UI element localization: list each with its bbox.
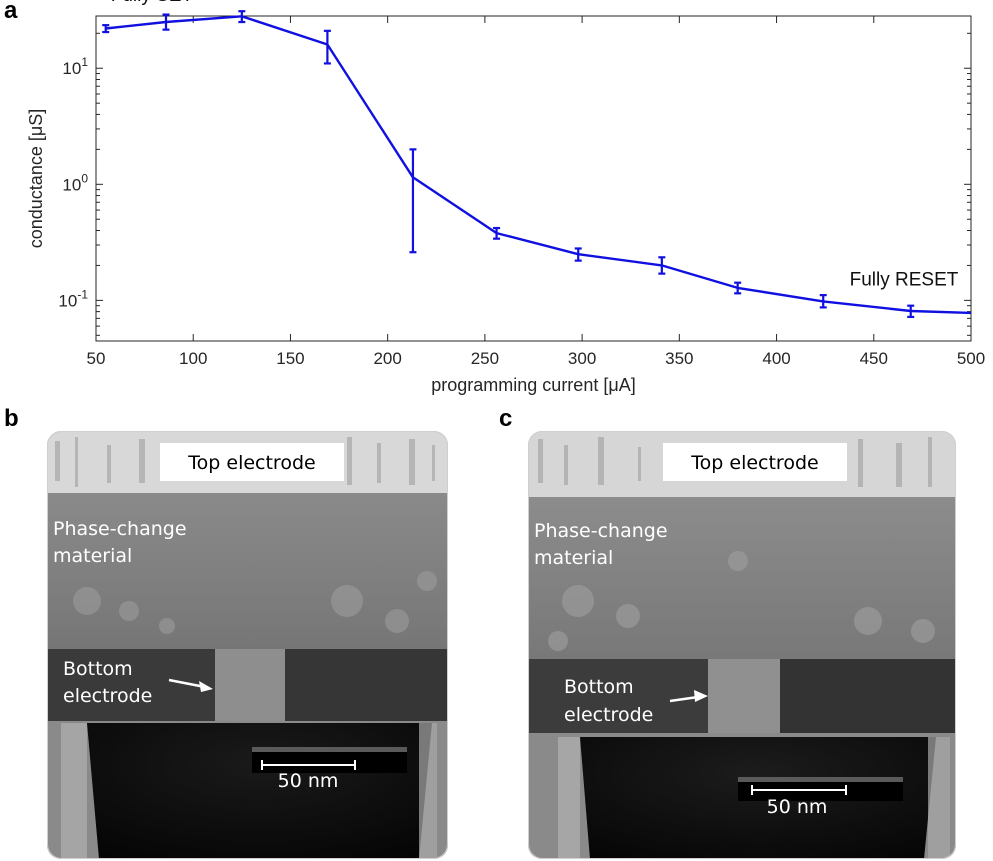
- x-tick-label: 350: [665, 349, 693, 368]
- dark-cavity: [87, 723, 432, 859]
- y-tick-label: 10-1: [58, 287, 88, 310]
- pcm-label-line2: material: [534, 547, 613, 569]
- pcm-label-line2: material: [53, 545, 132, 567]
- y-tick-label: 100: [62, 171, 88, 194]
- bottom-electrode-label-line2: electrode: [564, 704, 653, 726]
- y-tick-label: 101: [62, 55, 88, 78]
- tem-image-c: Top electrode Phase-change material Bott…: [528, 431, 956, 859]
- pcm-texture: [73, 571, 437, 634]
- chart-annotation: Fully RESET: [850, 270, 959, 291]
- phase-change-region: [47, 493, 448, 649]
- x-tick-label: 300: [568, 349, 596, 368]
- tem-image-b: Top electrode Phase-change material Bott…: [47, 431, 448, 859]
- plot-frame: [95, 15, 972, 342]
- panel-label-b: b: [4, 405, 19, 432]
- pcm-texture: [548, 551, 935, 651]
- insulator-left: [528, 659, 708, 733]
- x-tick-label: 100: [179, 349, 207, 368]
- y-axis-label: conductance [μS]: [26, 109, 46, 248]
- conductance-chart: programming current [μA] conductance [μS]…: [26, 0, 985, 395]
- top-electrode-label: Top electrode: [187, 452, 315, 474]
- scale-bar-box: [252, 749, 407, 773]
- error-bar: [658, 256, 666, 275]
- insulator-right: [285, 649, 448, 721]
- scale-bar-label: 50 nm: [278, 770, 339, 792]
- x-axis-label: programming current [μA]: [431, 375, 635, 395]
- top-electrode-label: Top electrode: [690, 452, 818, 474]
- x-tick-label: 400: [762, 349, 790, 368]
- series-line: [105, 15, 972, 315]
- error-bar: [819, 294, 827, 309]
- bottom-electrode-label-line1: Bottom: [564, 676, 634, 698]
- arrow-icon: [669, 690, 708, 703]
- insulator-left: [47, 649, 215, 721]
- phase-change-region: [528, 497, 956, 659]
- bottom-electrode-label-line1: Bottom: [63, 658, 133, 680]
- insulator-right: [780, 659, 956, 733]
- error-bar: [493, 226, 501, 240]
- x-tick-label: 50: [87, 349, 106, 368]
- top-electrode-texture: [538, 437, 932, 487]
- x-tick-label: 200: [373, 349, 401, 368]
- error-bar: [574, 247, 582, 262]
- panel-label-c: c: [499, 405, 513, 432]
- pcm-label-line1: Phase-change: [534, 520, 668, 542]
- error-bar: [907, 304, 915, 319]
- arrow-icon: [168, 678, 213, 692]
- error-bar: [162, 13, 170, 31]
- panel-label-a: a: [4, 0, 18, 24]
- scale-bar: [261, 760, 356, 770]
- chart-axes: programming current [μA] conductance [μS]: [26, 15, 972, 395]
- error-bar: [734, 281, 742, 295]
- error-bar: [409, 148, 417, 254]
- pcm-label-line1: Phase-change: [53, 518, 187, 540]
- scale-bar-label: 50 nm: [767, 796, 828, 818]
- error-bar: [102, 24, 110, 34]
- bottom-electrode-pillar: [708, 659, 780, 733]
- chart-annotations: Fully SET Fully RESET: [111, 0, 959, 291]
- top-electrode-label-box: [663, 443, 847, 481]
- error-bar: [238, 10, 246, 24]
- chart-annotation: Fully SET: [111, 0, 194, 6]
- top-electrode-label-box: [160, 443, 344, 481]
- bottom-electrode-pillar: [215, 649, 285, 721]
- error-bar: [323, 29, 331, 65]
- bottom-electrode-label-line2: electrode: [63, 685, 152, 707]
- x-tick-label: 150: [276, 349, 304, 368]
- chart-series: [102, 10, 972, 319]
- x-tick-label: 250: [471, 349, 499, 368]
- chart-ticks: 50 100 150 200 250 300 350 400 450 500 10-1 100 101: [58, 16, 985, 368]
- scale-bar: [751, 785, 847, 795]
- x-tick-label: 450: [860, 349, 888, 368]
- x-tick-label: 500: [957, 349, 985, 368]
